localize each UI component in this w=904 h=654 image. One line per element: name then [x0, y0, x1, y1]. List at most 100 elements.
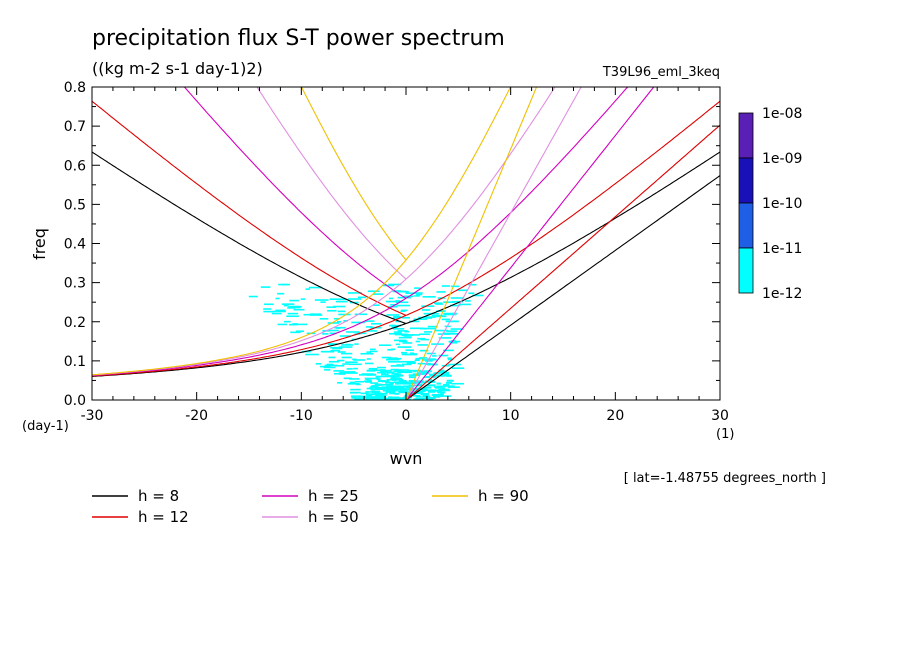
power-cell [374, 386, 383, 389]
legend-label: h = 50 [308, 508, 359, 526]
curve-mrg-lower [183, 87, 407, 299]
power-cell [366, 379, 372, 382]
power-cell [351, 321, 365, 324]
power-cell [426, 316, 436, 318]
power-cell [361, 373, 374, 375]
power-cell [326, 306, 336, 308]
y-tick-label: 0.2 [64, 315, 86, 331]
power-cell [374, 396, 385, 399]
power-cell [434, 302, 443, 304]
power-cell [328, 356, 336, 359]
power-cell [445, 320, 459, 323]
power-cell [357, 332, 367, 335]
power-cell [341, 352, 353, 355]
power-cell [385, 300, 396, 303]
power-cell [411, 392, 423, 395]
power-cell [381, 373, 389, 376]
power-cell [468, 283, 477, 286]
power-cell [323, 366, 336, 369]
power-cell [405, 292, 418, 295]
y-tick-label: 0.4 [64, 237, 86, 253]
power-cell [423, 331, 433, 333]
power-cell [445, 381, 452, 384]
power-cell [358, 395, 368, 398]
power-cell [422, 389, 437, 391]
power-cell [387, 349, 393, 351]
power-cell [417, 344, 428, 346]
power-cell [450, 328, 464, 330]
power-cell [334, 326, 346, 329]
power-cell [397, 316, 404, 319]
power-cell [395, 301, 409, 304]
power-cell [417, 380, 422, 383]
power-cell [408, 374, 421, 376]
power-cell [366, 351, 372, 353]
power-cell [378, 344, 391, 347]
power-cell [423, 386, 432, 389]
x-tick-label: 20 [606, 408, 624, 424]
power-cell [343, 320, 348, 322]
power-cell [372, 396, 376, 399]
power-cell [390, 303, 398, 306]
power-cell [328, 360, 340, 363]
colorbar-segment [738, 202, 754, 249]
power-cell [351, 395, 356, 398]
power-cell [395, 300, 401, 302]
colorbar-label: 1e-10 [762, 196, 802, 212]
power-cell [443, 312, 455, 315]
power-cell [248, 295, 258, 298]
power-cell [393, 315, 401, 318]
power-cell [264, 303, 274, 306]
power-cell [332, 347, 343, 350]
power-cell [392, 328, 405, 330]
power-cell [443, 313, 457, 316]
power-cell [345, 361, 358, 363]
x-tick-label: 30 [711, 408, 729, 424]
power-cell [338, 313, 351, 316]
y-tick-label: 0.3 [64, 276, 86, 292]
x-tick-label: 0 [402, 408, 411, 424]
power-cell [293, 308, 305, 311]
power-cell [420, 338, 429, 341]
power-cell [365, 380, 372, 383]
power-cell [438, 354, 449, 357]
power-cell [408, 380, 418, 383]
power-cell [388, 374, 396, 377]
power-cell [450, 285, 460, 288]
power-cell [417, 362, 431, 365]
x-tick-label: -10 [290, 408, 313, 424]
power-cell [404, 394, 410, 397]
power-cell [354, 343, 359, 345]
curve-mrg-lower [256, 87, 407, 280]
power-cell [451, 382, 465, 385]
legend-label: h = 12 [138, 508, 189, 526]
power-cell [385, 387, 398, 390]
power-cell [447, 385, 455, 388]
power-cell [409, 352, 414, 355]
power-cell [377, 366, 386, 369]
power-cell [371, 385, 378, 388]
power-cell [338, 346, 353, 348]
colorbar-label: 1e-11 [762, 241, 802, 257]
power-cell [315, 363, 322, 365]
power-cell [392, 317, 398, 319]
power-cell [390, 368, 399, 371]
power-cell [287, 312, 299, 315]
power-cell [342, 363, 349, 365]
power-cell [448, 363, 462, 366]
power-cell [292, 323, 298, 325]
power-cell [373, 293, 384, 295]
power-cell [427, 325, 438, 328]
power-cell [389, 397, 400, 400]
power-cell [438, 369, 445, 372]
power-cell [350, 388, 361, 391]
power-cell [374, 397, 383, 400]
power-cell [414, 359, 420, 362]
power-cell [371, 322, 382, 325]
legend-label: h = 90 [478, 487, 529, 505]
power-cell [395, 343, 401, 346]
power-cell [393, 373, 399, 376]
power-cell [366, 394, 372, 397]
power-cell [401, 309, 408, 312]
